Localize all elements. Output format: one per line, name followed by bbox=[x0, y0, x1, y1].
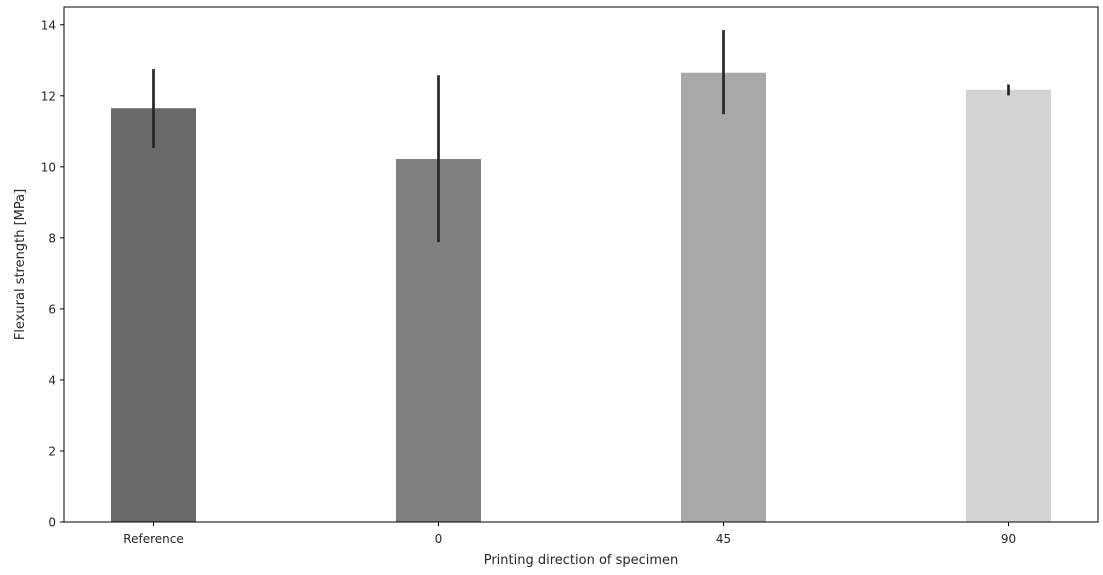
bar-90 bbox=[966, 89, 1051, 522]
error-bars-layer bbox=[152, 30, 1010, 243]
y-tick-label: 14 bbox=[41, 18, 56, 32]
axes-layer: 0 2 4 6 8 10 12 14 Reference 0 45 90 bbox=[41, 6, 1099, 546]
x-axis-label: Printing direction of specimen bbox=[484, 553, 679, 568]
y-tick-label: 0 bbox=[48, 516, 56, 530]
plot-frame bbox=[63, 6, 1099, 523]
y-tick-label: 2 bbox=[48, 444, 56, 458]
y-tick-label: 10 bbox=[41, 160, 56, 174]
bars-layer bbox=[111, 72, 1051, 523]
x-tick-label: 0 bbox=[435, 532, 443, 546]
bar-45 bbox=[681, 72, 766, 522]
y-tick-label: 12 bbox=[41, 89, 56, 103]
y-tick-label: 8 bbox=[48, 231, 56, 245]
y-tick-label: 6 bbox=[48, 302, 56, 316]
x-tick-label: 45 bbox=[716, 532, 731, 546]
bar-reference bbox=[111, 108, 196, 523]
y-axis-label: Flexural strength [MPa] bbox=[13, 189, 28, 340]
x-tick-label: Reference bbox=[123, 532, 183, 546]
x-tick-label: 90 bbox=[1001, 532, 1016, 546]
y-tick-label: 4 bbox=[48, 373, 56, 387]
